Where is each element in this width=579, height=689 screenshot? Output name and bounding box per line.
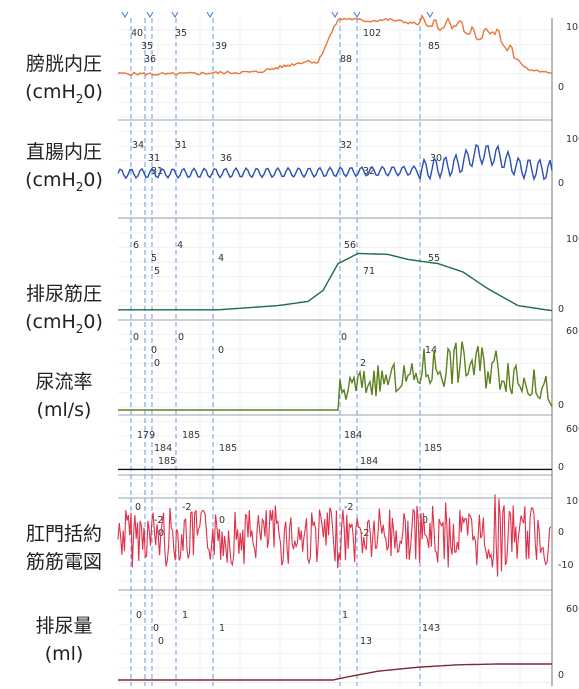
- annotation-bladder-0: 40: [131, 28, 143, 39]
- scale-bottom-volume: 0: [558, 670, 564, 681]
- scale-bottom-emg: -10: [558, 560, 574, 571]
- annotation-detrusor-5: 71: [363, 266, 375, 277]
- event-marker-6: [426, 11, 434, 18]
- annotation-emg-5: -2: [360, 528, 369, 539]
- annotation-emg-0: 0: [135, 502, 141, 513]
- scale-top-volume: 600: [566, 604, 579, 615]
- annotation-emg-7: 0: [422, 515, 428, 526]
- channel-label-flow: 尿流率: [35, 371, 92, 393]
- annotation-volume-4: 1: [219, 623, 225, 634]
- trace-emg: [117, 494, 552, 577]
- scale-bottom-bladder: 0: [558, 82, 564, 93]
- annotation-detrusor-0: 6: [133, 240, 139, 251]
- annotation-flow-7: 14: [425, 345, 437, 356]
- event-marker-1: [146, 11, 154, 18]
- annotation-detrusor-6: 56: [344, 240, 356, 251]
- annotation-bladder-1: 35: [141, 41, 153, 52]
- trace-bladder: [117, 13, 553, 77]
- annotation-flow-3: 0: [178, 332, 184, 343]
- annotation-rectal-3: 31: [175, 140, 187, 151]
- scale-top-rectal: 100: [566, 134, 579, 145]
- event-marker-5: [353, 11, 361, 18]
- channel-unit-volume: (ml): [45, 643, 84, 665]
- annotation-volume-3: 1: [182, 610, 188, 621]
- annotation-detrusor-7: 55: [428, 253, 440, 264]
- annotation-volume-1: 0: [153, 623, 159, 634]
- annotation-black-1: 184: [154, 443, 172, 454]
- annotation-black-4: 185: [219, 443, 237, 454]
- event-marker-2: [171, 11, 179, 18]
- annotation-emg-3: -2: [182, 502, 191, 513]
- annotation-detrusor-1: 5: [151, 253, 157, 264]
- annotation-rectal-4: 36: [220, 153, 232, 164]
- annotation-bladder-6: 102: [363, 28, 381, 39]
- annotation-emg-4: 0: [219, 515, 225, 526]
- annotation-flow-6: 0: [341, 332, 347, 343]
- annotation-volume-6: 1: [342, 610, 348, 621]
- trace-volume: [118, 663, 552, 681]
- annotation-black-5: 184: [360, 456, 378, 467]
- channel-label-volume: 排尿量: [35, 615, 92, 637]
- annotation-rectal-2: 31: [151, 166, 163, 177]
- annotation-bladder-7: 85: [428, 41, 440, 52]
- annotation-bladder-4: 39: [215, 41, 227, 52]
- annotation-bladder-2: 36: [144, 54, 156, 65]
- annotation-rectal-1: 31: [148, 153, 160, 164]
- channel-unit-flow: (ml/s): [37, 399, 92, 421]
- event-marker-3: [206, 11, 214, 18]
- scale-bottom-rectal: 0: [558, 178, 564, 189]
- scale-top-black: 600: [566, 424, 579, 435]
- annotation-volume-7: 143: [422, 623, 440, 634]
- annotation-flow-5: 2: [360, 358, 366, 369]
- trace-flow: [118, 341, 553, 411]
- annotation-volume-2: 0: [158, 636, 164, 647]
- scale-bottom-flow: 0: [558, 400, 564, 411]
- channel-unit-detrusor: (cmH20): [25, 311, 103, 336]
- annotation-rectal-7: 30: [430, 153, 442, 164]
- annotation-volume-5: 13: [360, 636, 372, 647]
- annotation-flow-0: 0: [133, 332, 139, 343]
- event-marker-0: [121, 11, 129, 18]
- scale-middle-emg: 0: [558, 527, 564, 538]
- annotation-emg-1: -2: [154, 515, 163, 526]
- scale-top-bladder: 10: [566, 22, 578, 33]
- channel-unit-rectal: (cmH20): [25, 169, 103, 194]
- annotation-flow-2: 0: [154, 358, 160, 369]
- annotation-black-2: 185: [158, 456, 176, 467]
- trace-detrusor: [118, 252, 553, 312]
- channel-label-emg: 肛門括約: [26, 523, 102, 545]
- scale-bottom-black: 0: [558, 462, 564, 473]
- channel-label-bladder: 膀胱内圧: [26, 53, 102, 75]
- annotation-black-3: 185: [182, 430, 200, 441]
- scale-bottom-detrusor: 0: [558, 304, 564, 315]
- annotation-black-0: 179: [137, 430, 155, 441]
- event-marker-4: [331, 11, 339, 18]
- annotation-rectal-6: 32: [340, 140, 352, 151]
- scale-top-emg: 10: [566, 496, 578, 507]
- annotation-flow-4: 0: [218, 345, 224, 356]
- annotation-rectal-0: 34: [132, 140, 144, 151]
- annotation-black-6: 184: [344, 430, 362, 441]
- trace-rectal: [117, 143, 553, 182]
- annotation-detrusor-2: 5: [154, 266, 160, 277]
- annotation-volume-0: 0: [136, 610, 142, 621]
- annotation-emg-6: -2: [344, 502, 353, 513]
- annotation-detrusor-3: 4: [177, 240, 183, 251]
- annotation-black-7: 185: [424, 443, 442, 454]
- annotation-bladder-5: 88: [340, 54, 352, 65]
- channel-label-detrusor: 排尿筋圧: [26, 283, 102, 305]
- scale-top-detrusor: 100: [566, 234, 579, 245]
- channel-label-rectal: 直腸内圧: [26, 141, 102, 163]
- annotation-bladder-3: 35: [175, 28, 187, 39]
- channel-unit-emg: 筋筋電図: [26, 551, 102, 573]
- scale-top-flow: 60: [566, 326, 578, 337]
- annotation-detrusor-4: 4: [218, 253, 224, 264]
- annotation-flow-1: 0: [151, 345, 157, 356]
- channel-unit-bladder: (cmH20): [25, 81, 103, 106]
